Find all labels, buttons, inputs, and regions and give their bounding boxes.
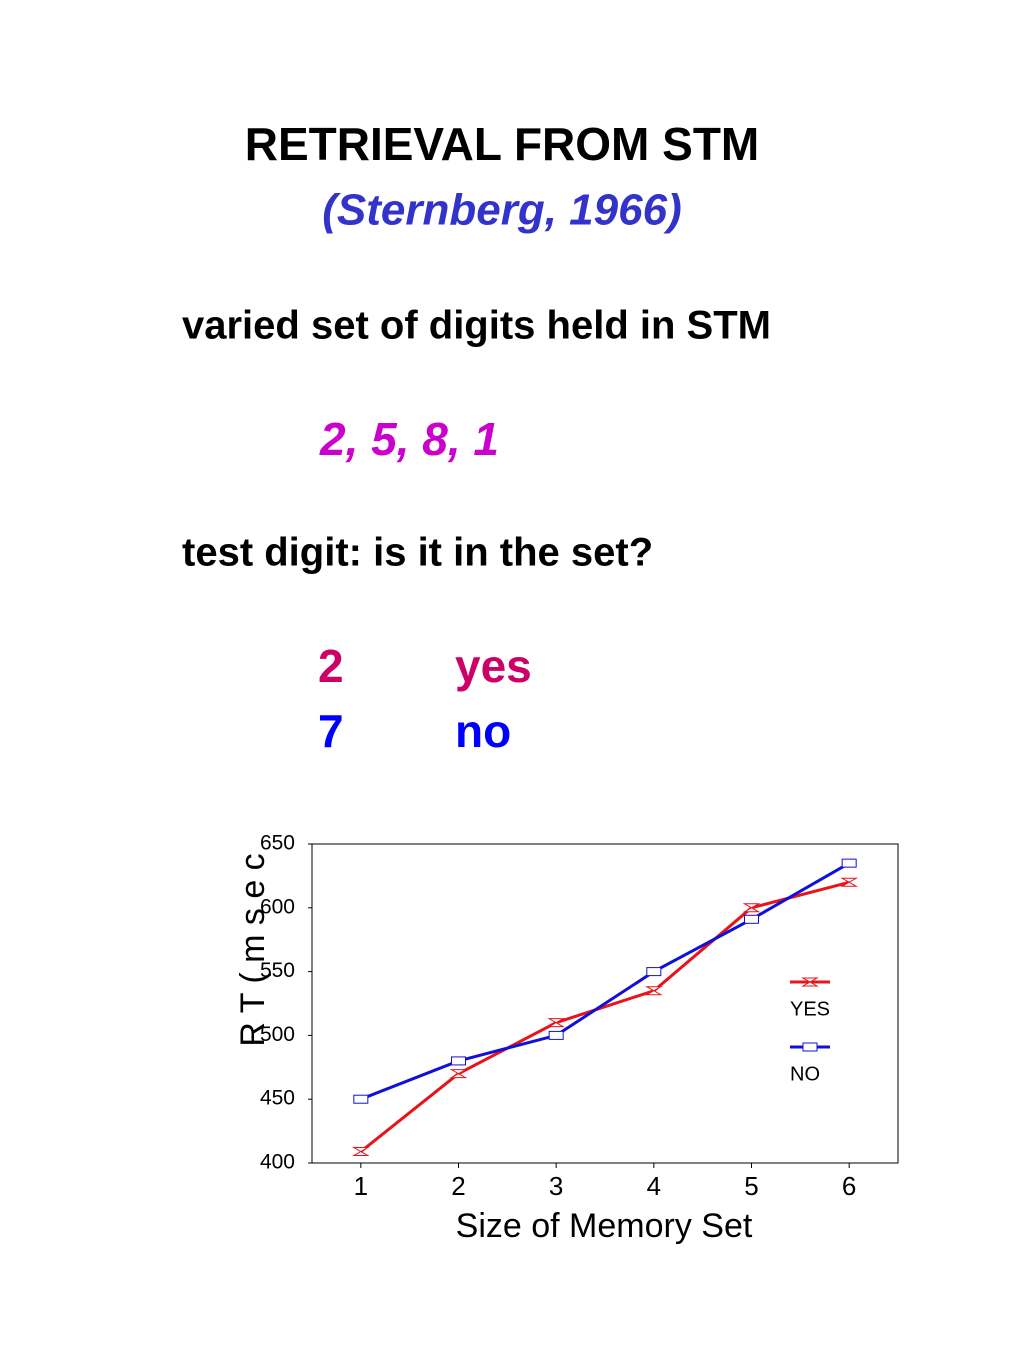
statement: varied set of digits held in STM [182,304,771,348]
x-tick-label: 5 [744,1171,758,1201]
example-set: 2, 5, 8, 1 [319,413,499,465]
marker [841,858,857,868]
marker [802,1042,818,1052]
marker [547,1018,566,1028]
marker [744,914,759,924]
y-tick-label: 450 [260,1087,295,1110]
title: RETRIEVAL FROM STM [245,118,760,170]
x-tick-label: 1 [354,1171,368,1201]
y-tick-label: 600 [260,895,295,918]
marker [801,977,819,987]
marker [451,1056,466,1066]
x-tick-label: 3 [549,1171,563,1201]
marker [449,1069,468,1079]
marker [548,1030,564,1040]
legend-label: YES [790,998,830,1020]
digit: 7 [318,705,344,757]
y-tick-label: 400 [260,1151,295,1174]
marker [351,1147,370,1157]
y-axis-label: R T ( m s e c [234,853,272,1046]
y-tick-label: 650 [260,832,295,855]
x-tick-label: 4 [647,1171,661,1201]
series-line [359,880,850,1153]
digit: 2 [318,640,344,692]
marker [644,986,663,996]
y-tick-label: 550 [260,959,295,982]
question: test digit: is it in the set? [182,531,653,575]
subtitle: (Sternberg, 1966) [322,186,681,235]
plot-frame [311,843,899,1164]
answer: no [455,705,511,757]
x-axis-label: Size of Memory Set [456,1207,753,1245]
x-tick-label: 6 [842,1171,856,1201]
y-tick-label: 500 [260,1023,295,1046]
marker [646,967,662,977]
answer: yes [455,640,532,692]
series-line [360,861,850,1101]
legend-label: NO [790,1063,820,1085]
marker [840,877,859,887]
marker [742,903,761,913]
x-tick-label: 2 [451,1171,465,1201]
marker [353,1094,369,1104]
